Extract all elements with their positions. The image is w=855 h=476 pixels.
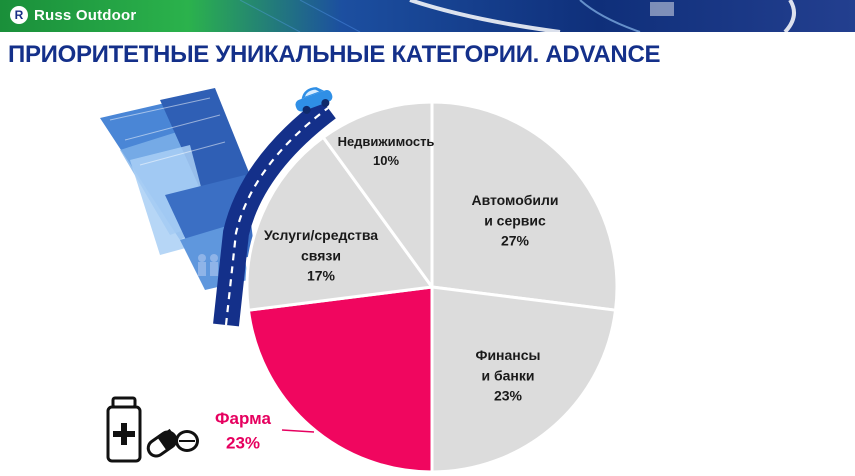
logo-text: Russ Outdoor <box>34 6 137 24</box>
slice-label-telecom-services: связи <box>301 247 341 263</box>
banner-decoration <box>239 0 796 32</box>
pie-slice-telecom-services <box>245 135 435 312</box>
logo-mark-icon: R <box>10 6 28 24</box>
pie-slice-finance-banks <box>430 285 618 474</box>
slice-value-finance-banks: 23% <box>494 388 523 404</box>
top-banner: R Russ Outdoor <box>0 0 855 32</box>
road-marking <box>224 107 329 326</box>
pills-icon <box>146 428 199 458</box>
pharma-leader-line <box>281 429 315 433</box>
city-illustration-icon <box>100 88 255 290</box>
slice-label-telecom-services: Услуги/средства <box>264 227 378 243</box>
slice-value-auto-service: 27% <box>501 233 530 249</box>
brand-logo: R Russ Outdoor <box>10 6 136 24</box>
car-icon <box>295 87 333 114</box>
slice-label-finance-banks: и банки <box>482 367 535 383</box>
pill-bottle-icon <box>106 396 142 463</box>
pie-slice-real-estate <box>321 100 434 292</box>
pie-slices <box>245 100 619 474</box>
slice-value-real-estate: 10% <box>373 153 399 168</box>
slice-label-auto-service: Автомобили <box>471 192 558 208</box>
pie-labels: Автомобили и сервис 27% Финансы и банки 23% Фа… <box>215 134 559 453</box>
pie-slice-pharma <box>246 285 434 474</box>
page-title: ПРИОРИТЕТНЫЕ УНИКАЛЬНЫЕ КАТЕГОРИИ. ADVAN… <box>8 41 661 68</box>
slice-label-real-estate: Недвижимость <box>338 134 435 149</box>
slice-value-pharma: 23% <box>226 434 260 453</box>
slice-label-finance-banks: Финансы <box>476 347 541 363</box>
slice-value-telecom-services: 17% <box>307 268 336 284</box>
slice-label-auto-service: и сервис <box>484 212 546 228</box>
slice-label-pharma: Фарма <box>215 409 271 428</box>
pie-slice-auto-service <box>430 100 619 312</box>
